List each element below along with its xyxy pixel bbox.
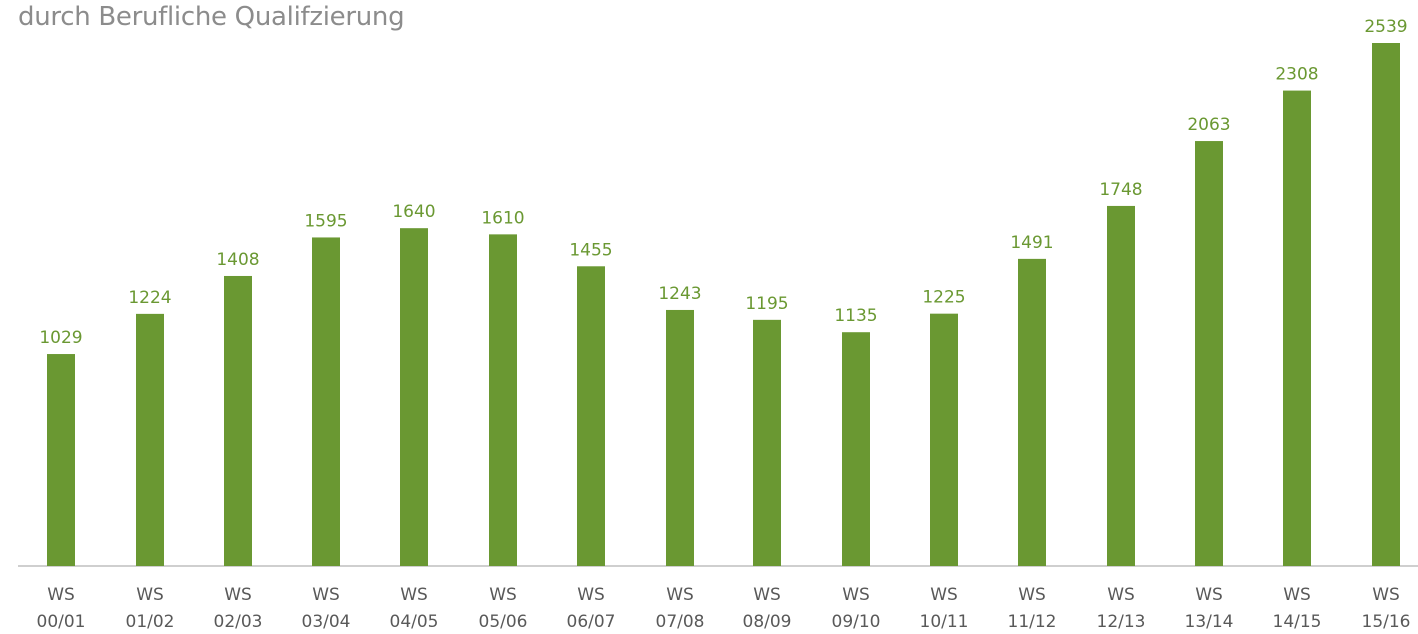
x-tick-label-year: 13/14 [1185,612,1234,632]
x-tick-label: WS [842,585,870,605]
x-tick-label-year: 05/06 [479,612,528,632]
x-tick-label: WS [136,585,164,605]
x-tick-label: WS [930,585,958,605]
x-tick-label-year: 08/09 [743,612,792,632]
x-tick-label-year: 01/02 [126,612,175,632]
x-tick-label-year: 12/13 [1097,612,1146,632]
bar-04-05 [400,228,428,567]
x-tick-label-year: 15/16 [1362,612,1411,632]
bar-05-06 [489,234,517,566]
x-tick-label: WS [400,585,428,605]
bar-06-07 [577,266,605,566]
x-tick-label: WS [224,585,252,605]
data-label: 2063 [1187,115,1230,135]
x-tick-label: WS [47,585,75,605]
x-tick-label-year: 03/04 [302,612,351,632]
x-tick-label: WS [1372,585,1400,605]
x-tick-label-year: 09/10 [832,612,881,632]
bar-11-12 [1018,258,1046,566]
bar-15-16 [1372,43,1400,566]
data-label: 1408 [216,250,259,270]
data-label: 2308 [1275,65,1318,85]
x-tick-label-year: 11/12 [1008,612,1057,632]
x-tick-label: WS [577,585,605,605]
x-tick-label: WS [489,585,517,605]
bar-00-01 [47,354,75,566]
data-label: 1491 [1010,233,1053,253]
x-tick-label-year: 06/07 [567,612,616,632]
data-label: 2539 [1364,17,1407,37]
x-tick-label-year: 07/08 [656,612,705,632]
x-tick-label: WS [666,585,694,605]
bar-03-04 [312,237,340,566]
data-label: 1225 [922,288,965,308]
data-label: 1029 [39,328,82,348]
data-label: 1748 [1099,180,1142,200]
bar-09-10 [842,332,870,566]
x-tick-label: WS [753,585,781,605]
bar-07-08 [666,309,694,566]
data-label: 1224 [128,288,171,308]
x-tick-label: WS [1195,585,1223,605]
chart-title: durch Berufliche Qualifzierung [18,2,405,32]
bar-13-14 [1195,141,1223,566]
bar-01-02 [136,313,164,566]
x-tick-label: WS [312,585,340,605]
data-label: 1135 [834,306,877,326]
bar-12-13 [1107,205,1135,566]
x-tick-label-year: 10/11 [920,612,969,632]
x-tick-label: WS [1283,585,1311,605]
data-label: 1243 [658,284,701,304]
x-tick-label-year: 00/01 [37,612,86,632]
x-tick-label-year: 04/05 [390,612,439,632]
data-label: 1595 [304,211,347,231]
data-label: 1610 [481,208,524,228]
bar-10-11 [930,313,958,566]
x-tick-label: WS [1107,585,1135,605]
x-tick-label-year: 02/03 [214,612,263,632]
data-label: 1640 [392,202,435,222]
data-label: 1455 [569,240,612,260]
data-label: 1195 [745,294,788,314]
x-tick-label: WS [1018,585,1046,605]
bar-08-09 [753,319,781,566]
bar-14-15 [1283,90,1311,566]
bar-02-03 [224,275,252,566]
x-tick-label-year: 14/15 [1273,612,1322,632]
